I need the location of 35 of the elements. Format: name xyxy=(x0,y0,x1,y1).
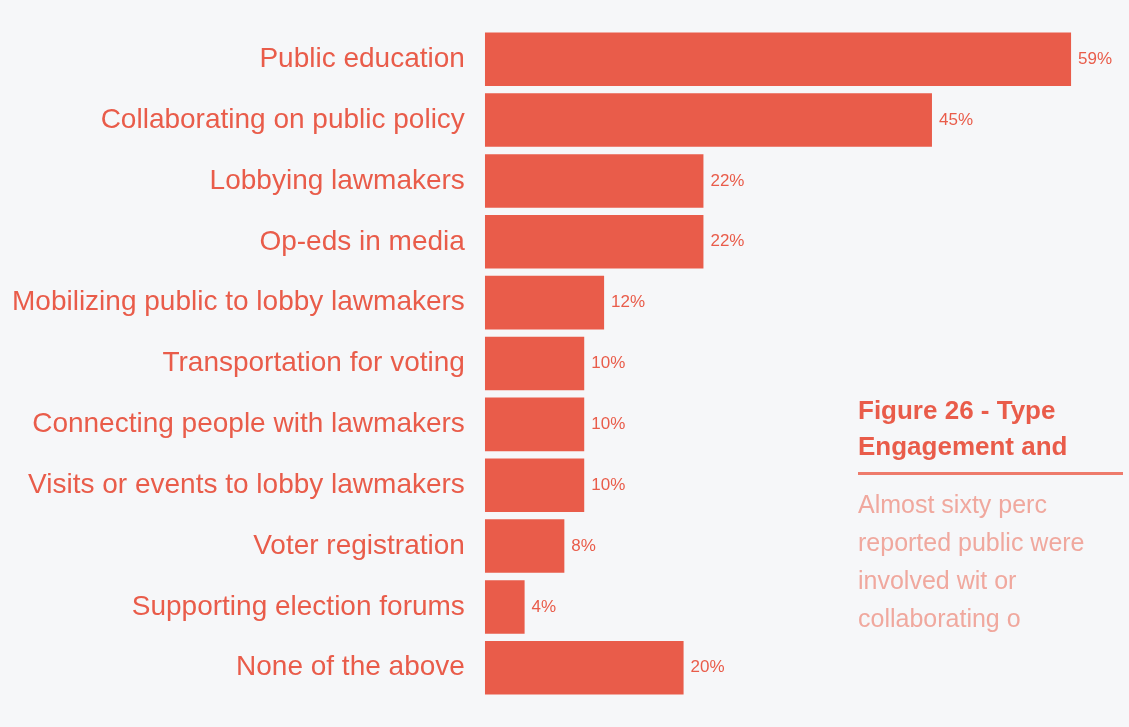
data-label: 8% xyxy=(571,535,596,555)
y-tick-label: Supporting election forums xyxy=(131,589,465,621)
y-tick-label: Mobilizing public to lobby lawmakers xyxy=(11,285,465,317)
data-label: 45% xyxy=(938,109,973,129)
bar xyxy=(484,32,1072,86)
bar xyxy=(484,275,605,330)
data-label: 10% xyxy=(591,353,626,373)
bar xyxy=(484,519,565,573)
y-tick-label: Transportation for voting xyxy=(162,346,465,378)
data-label: 22% xyxy=(710,170,745,190)
y-tick-label: Visits or events to lobby lawmakers xyxy=(28,467,465,499)
y-tick-label: Connecting people with lawmakers xyxy=(32,407,465,439)
bar xyxy=(484,397,585,452)
bar xyxy=(484,154,704,208)
bar xyxy=(484,458,585,512)
y-tick-label: None of the above xyxy=(236,650,465,682)
data-label: 22% xyxy=(710,231,745,251)
data-label: 10% xyxy=(591,474,626,494)
data-label: 59% xyxy=(1078,48,1113,68)
annotation: Almost sixty perc reported public were involved wit or collaborating o xyxy=(858,489,1086,634)
bar xyxy=(484,580,525,634)
y-tick-label: Public education xyxy=(259,41,465,73)
text: Figure 26 - Type Engagement and xyxy=(858,392,1123,475)
y-tick-label: Op-eds in media xyxy=(259,224,466,256)
bar xyxy=(484,93,932,147)
y-tick-label: Lobbying lawmakers xyxy=(209,163,465,195)
data-label: 10% xyxy=(591,414,626,434)
data-label: 4% xyxy=(531,596,557,616)
bar xyxy=(484,215,704,269)
data-label: 12% xyxy=(611,292,646,312)
bar xyxy=(484,641,684,695)
y-tick-label: Collaborating on public policy xyxy=(100,102,465,134)
y-tick-label: Voter registration xyxy=(253,528,465,560)
data-label: 20% xyxy=(690,657,725,677)
bar xyxy=(484,336,585,391)
